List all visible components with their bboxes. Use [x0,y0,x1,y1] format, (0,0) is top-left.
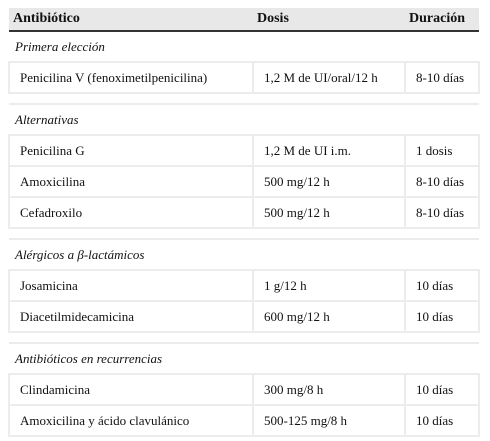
section-title: Alérgicos a β-lactámicos [9,238,479,271]
data-row: Clindamicina 300 mg/8 h 10 días [8,373,480,406]
column-header: Antibiótico [9,8,253,32]
cell: 10 días [404,373,480,406]
cell: 8-10 días [404,61,480,94]
spacer-cell [9,227,479,240]
data-row: Amoxicilina y ácido clavulánico 500-125 m… [8,404,480,437]
section-row: Alternativas [9,103,479,136]
cell: Penicilina V (fenoximetilpenicilina) [8,61,254,94]
section-row: Antibióticos en recurrencias [9,342,479,375]
spacer-cell [9,92,479,105]
cell: 1 g/12 h [252,269,406,302]
cell: 500 mg/12 h [252,165,406,198]
section-title: Primera elección [9,30,479,63]
table-body: Primera elección Penicilina V (fenoximeti… [8,30,480,437]
spacer-cell [9,331,479,344]
cell: 500-125 mg/8 h [252,404,406,437]
cell: Amoxicilina [8,165,254,198]
cell: 500 mg/12 h [252,196,406,229]
section-title: Alternativas [9,103,479,136]
cell: Diacetilmidecamicina [8,300,254,333]
spacer-row [9,92,479,105]
cell: 10 días [404,404,480,437]
cell: Cefadroxilo [8,196,254,229]
data-row: Amoxicilina 500 mg/12 h 8-10 días [8,165,480,198]
data-row: Josamicina 1 g/12 h 10 días [8,269,480,302]
cell: 1,2 M de UI/oral/12 h [252,61,406,94]
cell: 1 dosis [404,134,480,167]
section-row: Primera elección [9,30,479,63]
cell: Amoxicilina y ácido clavulánico [8,404,254,437]
data-row: Penicilina G 1,2 M de UI i.m. 1 dosis [8,134,480,167]
cell: Josamicina [8,269,254,302]
table-header: Antibiótico Dosis Duración [9,8,479,32]
cell: 1,2 M de UI i.m. [252,134,406,167]
spacer-row [9,227,479,240]
header-row: Antibiótico Dosis Duración [9,8,479,32]
antibiotic-table: Antibiótico Dosis Duración Primera elecció… [8,8,480,437]
section-title: Antibióticos en recurrencias [9,342,479,375]
data-row: Penicilina V (fenoximetilpenicilina) 1,2 … [8,61,480,94]
section-row: Alérgicos a β-lactámicos [9,238,479,271]
data-row: Cefadroxilo 500 mg/12 h 8-10 días [8,196,480,229]
column-header: Dosis [253,8,405,32]
cell: 8-10 días [404,196,480,229]
cell: Penicilina G [8,134,254,167]
cell: 300 mg/8 h [252,373,406,406]
cell: Clindamicina [8,373,254,406]
cell: 600 mg/12 h [252,300,406,333]
data-row: Diacetilmidecamicina 600 mg/12 h 10 días [8,300,480,333]
cell: 10 días [404,269,480,302]
spacer-row [9,331,479,344]
cell: 8-10 días [404,165,480,198]
column-header: Duración [405,8,479,32]
cell: 10 días [404,300,480,333]
